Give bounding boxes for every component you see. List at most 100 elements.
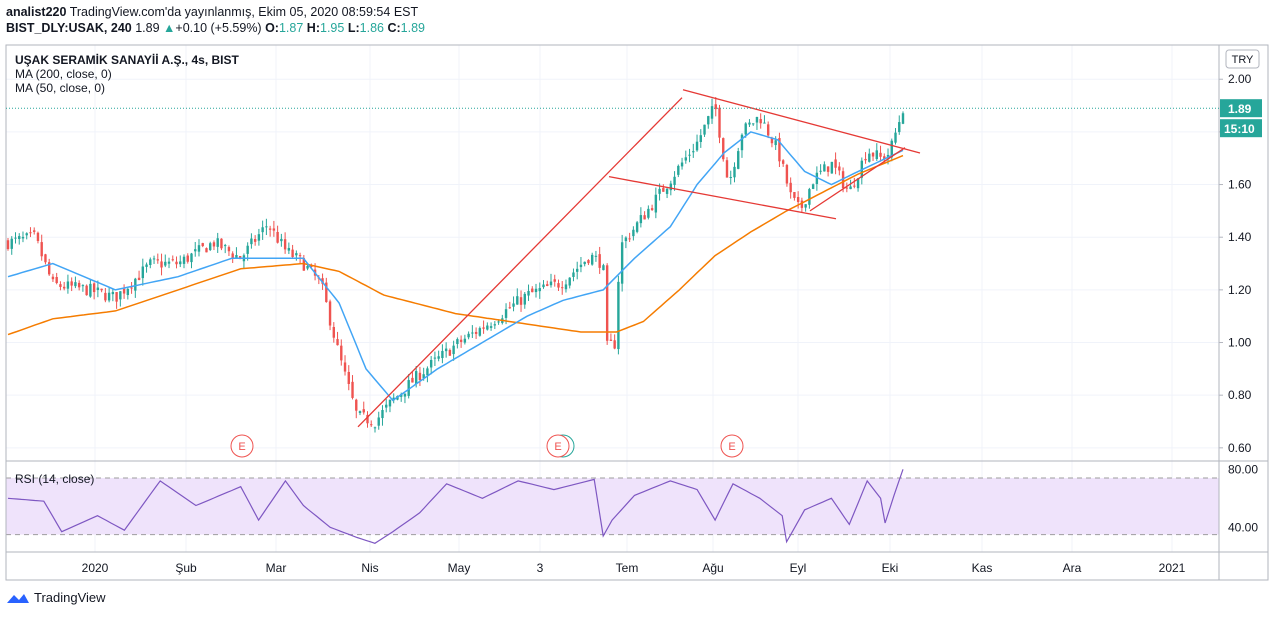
candle-body	[100, 288, 103, 291]
candle-body	[66, 281, 70, 289]
candle-body	[793, 192, 796, 198]
candle	[662, 184, 665, 192]
candle-body	[351, 381, 354, 398]
candle	[137, 270, 141, 281]
earnings-label: E	[728, 441, 735, 453]
high-label: H:	[306, 21, 320, 35]
candle	[332, 322, 335, 343]
ma50-legend[interactable]: MA (50, close, 0)	[15, 81, 106, 95]
candle	[160, 253, 163, 276]
candle-body	[692, 151, 695, 153]
author[interactable]: analist220	[6, 5, 67, 19]
candle-body	[205, 248, 208, 253]
candle-body	[587, 260, 590, 264]
candle	[901, 111, 905, 125]
candle-body	[624, 237, 628, 242]
candle-body	[605, 265, 609, 341]
candle-body	[201, 243, 204, 247]
candle-body	[744, 123, 747, 135]
y-tick-label: 0.80	[1228, 388, 1252, 402]
candle-body	[579, 264, 583, 268]
candle	[220, 238, 223, 251]
candle-body	[781, 160, 785, 164]
candle	[426, 366, 429, 383]
candle-body	[179, 261, 182, 265]
candle	[868, 148, 871, 163]
candle	[680, 157, 684, 170]
candle-body	[598, 254, 601, 268]
low-label: L:	[347, 21, 360, 35]
trendline-0	[357, 97, 683, 428]
candle-body	[849, 186, 852, 190]
candle-body	[355, 399, 358, 411]
trendline-1	[608, 176, 837, 220]
candle	[126, 287, 130, 300]
candle	[568, 277, 571, 289]
candle	[519, 290, 523, 312]
candle-body	[766, 124, 770, 136]
footer-brand[interactable]: TradingView	[34, 590, 106, 605]
candle-body	[287, 247, 291, 251]
candle-body	[643, 215, 646, 220]
candle-body	[441, 350, 444, 359]
candle-body	[40, 242, 43, 257]
candle-body	[257, 234, 261, 241]
candle-body	[564, 284, 568, 290]
high-value: 1.95	[320, 21, 345, 35]
candle-body	[411, 377, 414, 383]
candle-body	[336, 339, 339, 346]
earnings-label: E	[554, 441, 561, 453]
candle	[81, 284, 85, 292]
candle-body	[448, 349, 452, 356]
candle	[119, 291, 122, 307]
candle-body	[864, 158, 867, 161]
candle	[366, 411, 369, 428]
candle	[340, 339, 343, 366]
trendline-3	[809, 147, 906, 212]
candle-body	[385, 404, 388, 408]
earnings-marker-2: E	[720, 434, 744, 458]
candle	[381, 405, 384, 426]
candle-body	[422, 374, 425, 379]
candle-body	[456, 339, 459, 344]
candle-body	[33, 230, 36, 232]
candle-body	[164, 261, 167, 266]
candle-body	[504, 309, 508, 318]
rsi-tick-label: 40.00	[1228, 520, 1258, 534]
x-tick-label: Şub	[175, 561, 197, 575]
trendlines	[357, 89, 921, 428]
rsi-legend[interactable]: RSI (14, close)	[15, 472, 95, 486]
candle-body	[70, 281, 73, 286]
candle	[66, 274, 70, 294]
candle	[373, 426, 377, 433]
candle	[718, 104, 721, 144]
candle	[287, 242, 291, 255]
candle-body	[680, 162, 684, 167]
candle	[811, 183, 815, 190]
candle-body	[426, 368, 429, 376]
candle	[452, 340, 455, 361]
candle	[598, 246, 601, 274]
candle	[441, 344, 444, 364]
candle	[100, 288, 103, 293]
open-value: 1.87	[278, 21, 304, 35]
candle-body	[119, 291, 122, 300]
candle	[647, 205, 650, 220]
candle	[437, 350, 440, 362]
candle-body	[370, 424, 373, 426]
y-tick-label: 1.20	[1228, 283, 1252, 297]
candle-body	[583, 261, 586, 265]
candle-body	[632, 229, 635, 237]
candle-body	[280, 238, 283, 242]
candle	[564, 279, 568, 293]
candle-body	[684, 157, 688, 161]
candle	[695, 134, 699, 152]
ma200-legend[interactable]: MA (200, close, 0)	[15, 67, 112, 81]
candle-body	[167, 261, 171, 264]
candle-body	[362, 409, 365, 413]
candle	[789, 177, 792, 199]
candle-body	[710, 106, 714, 119]
candle	[725, 157, 729, 178]
